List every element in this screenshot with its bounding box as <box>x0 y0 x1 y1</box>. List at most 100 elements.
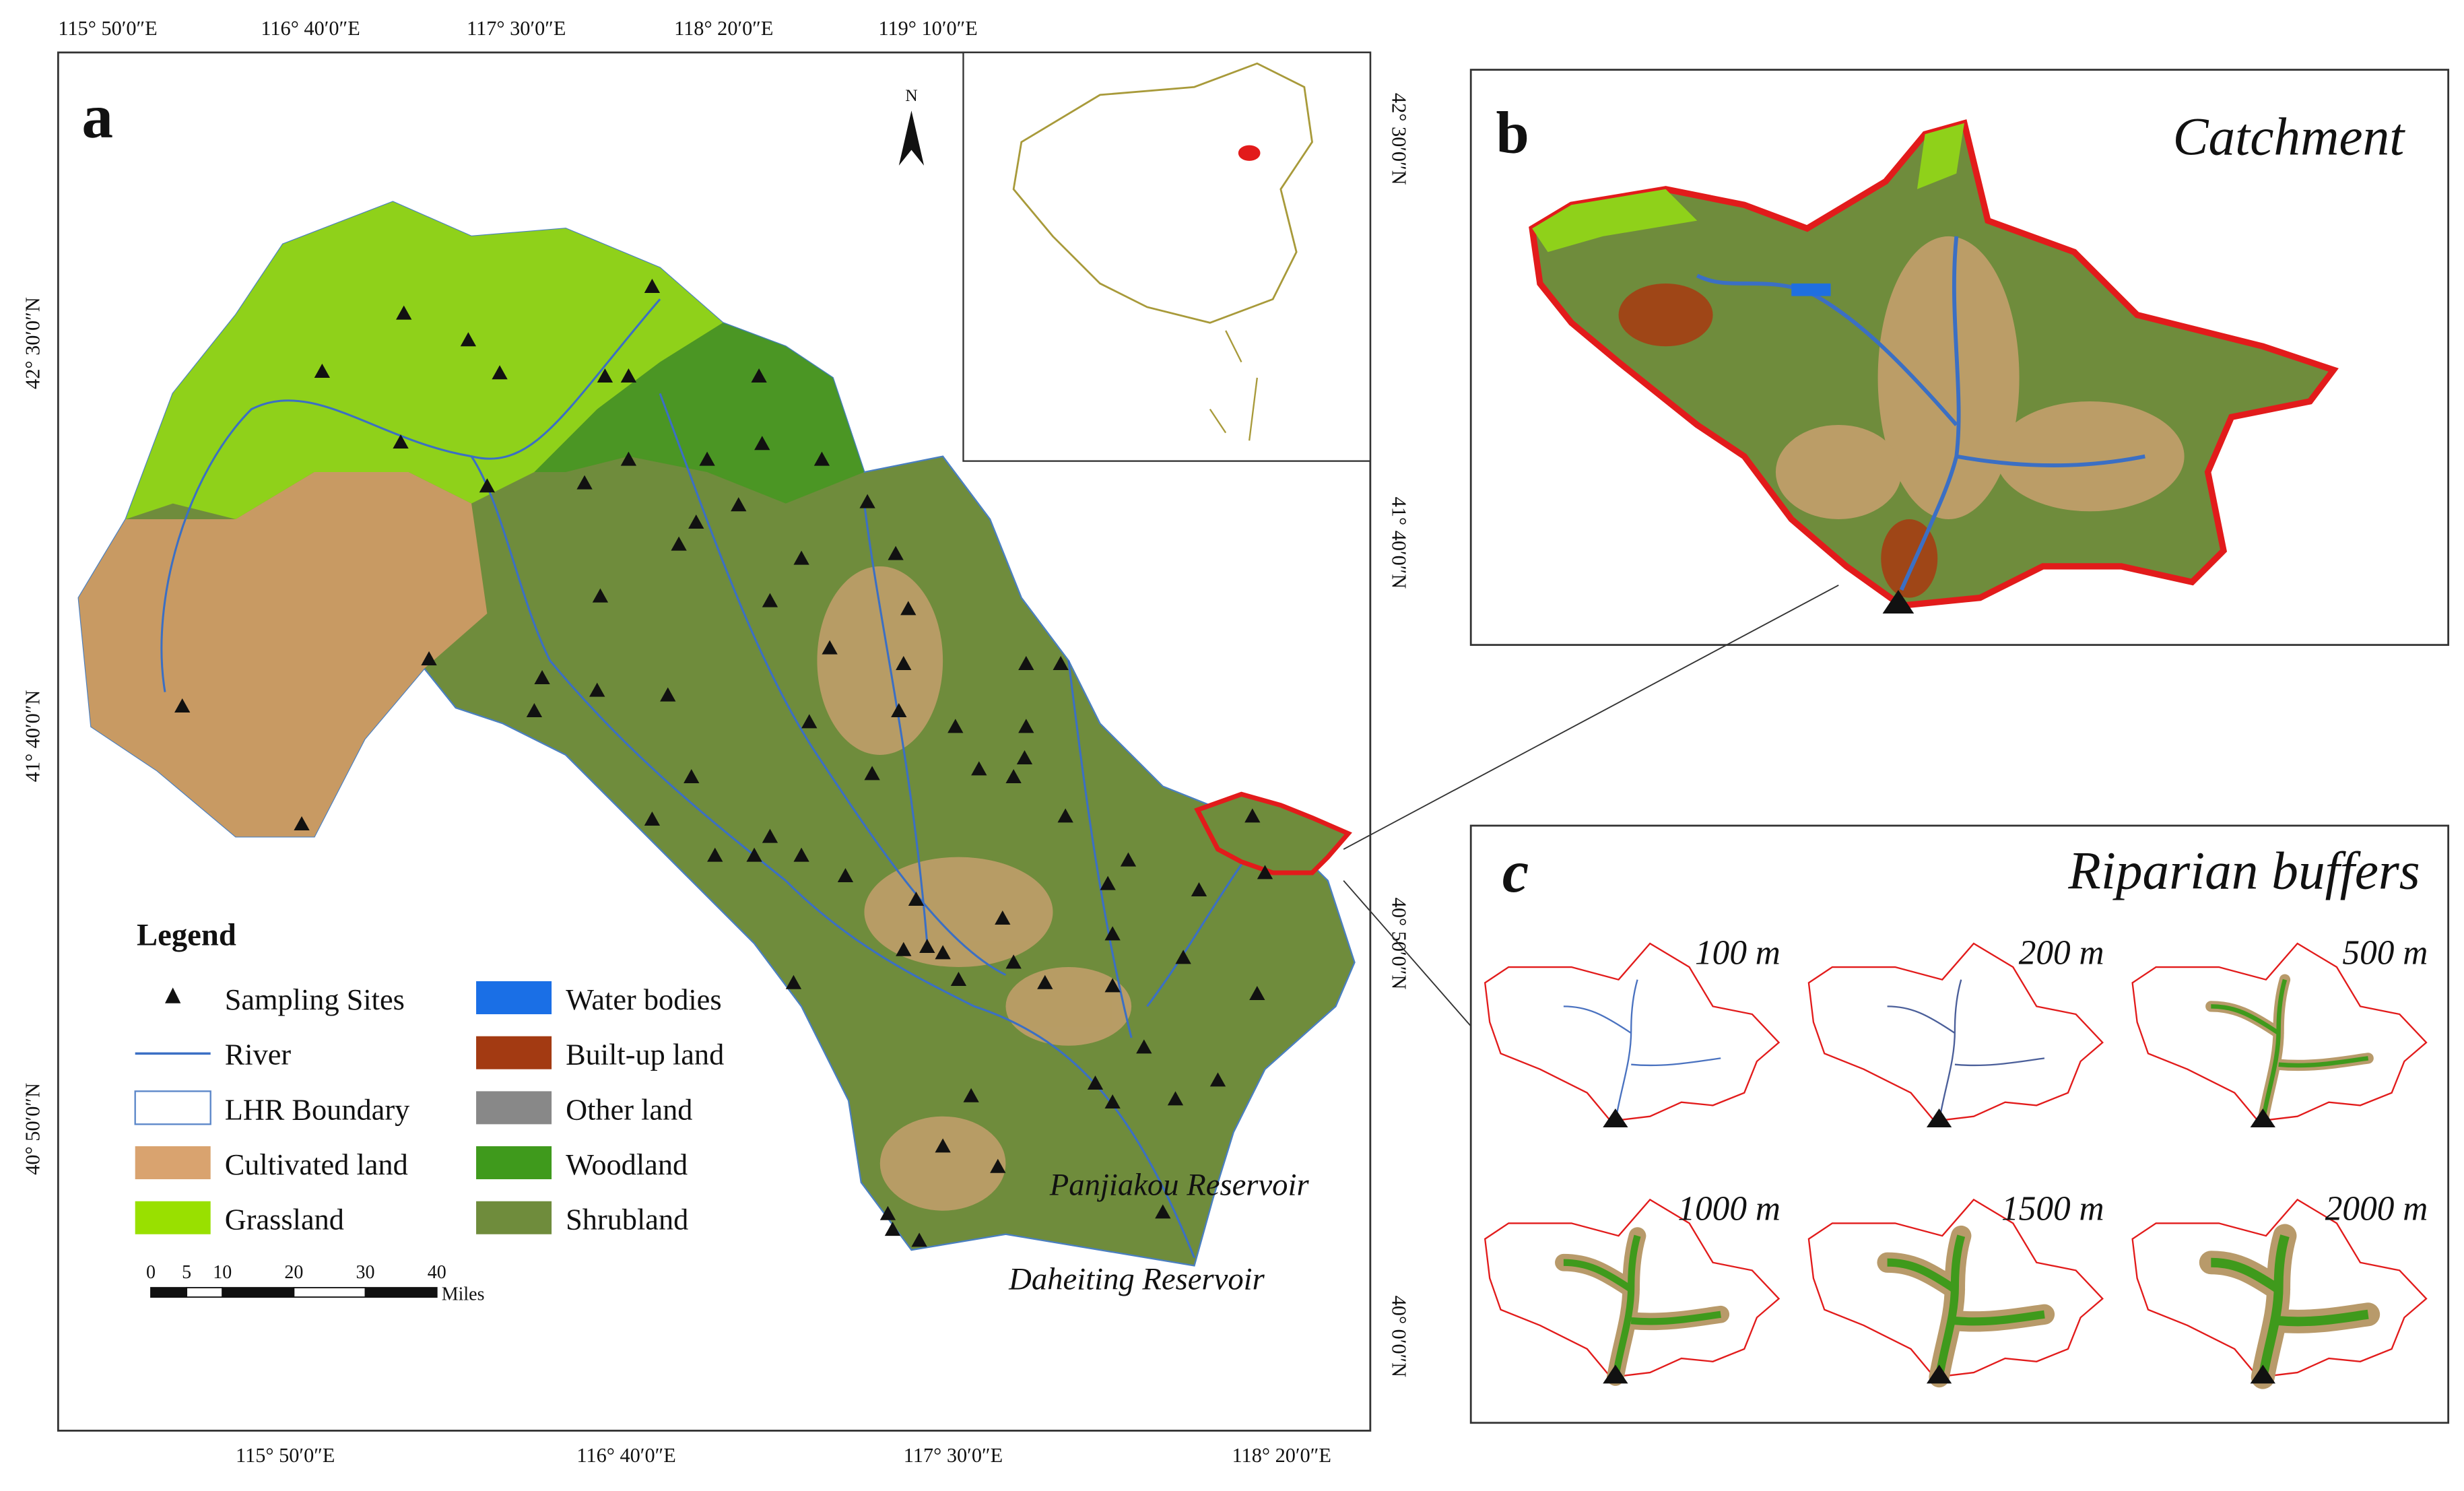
buffer-river <box>1563 979 1721 1121</box>
sampling-site <box>762 828 778 843</box>
outlet-site <box>1926 1108 1952 1128</box>
scale-segment <box>186 1287 224 1298</box>
sampling-site <box>793 550 809 565</box>
buffer-map: 1500 m <box>1807 1190 2104 1388</box>
buffer-map: 100 m <box>1484 933 1780 1128</box>
buffer-label: 200 m <box>2019 933 2104 972</box>
north-arrow <box>898 110 925 166</box>
coord-label: 42° 30′0″N <box>21 297 44 389</box>
coord-label: 40° 0′0″N <box>1388 1296 1411 1378</box>
sampling-site <box>935 1138 951 1153</box>
catchment-outline <box>1807 1198 2104 1379</box>
sampling-site <box>620 451 637 466</box>
sampling-site <box>762 593 778 607</box>
catchment-outline <box>1484 942 1780 1122</box>
sampling-site <box>731 497 747 512</box>
sampling-site <box>620 368 637 383</box>
scale-tick: 0 <box>146 1262 156 1283</box>
buffer-map: 500 m <box>2131 933 2428 1128</box>
legend-label: Grassland <box>225 1203 344 1236</box>
cultivated-patches <box>1775 236 2185 519</box>
sampling-site <box>746 847 762 862</box>
outlet-site <box>1603 1364 1628 1384</box>
sampling-site <box>754 436 770 451</box>
sampling-site <box>919 939 935 954</box>
sampling-site <box>671 536 687 551</box>
sampling-site <box>1104 978 1121 993</box>
buffer-river <box>1887 979 2045 1121</box>
china-outline <box>1012 62 1313 324</box>
coord-label: 42° 30′0″N <box>1388 93 1411 185</box>
coord-label: 116° 40′0″E <box>261 17 360 40</box>
buffer-river <box>1563 1234 1721 1378</box>
scale-tick: 40 <box>428 1262 446 1283</box>
sampling-site <box>592 588 609 603</box>
sampling-site <box>1005 954 1022 969</box>
panel-title: Catchment <box>2173 108 2406 167</box>
coord-label: 41° 40′0″N <box>1388 497 1411 589</box>
panel-label: c <box>1502 839 1529 905</box>
sampling-site <box>1209 1072 1226 1087</box>
grassland-patch <box>1532 189 1698 253</box>
sampling-site <box>1053 655 1069 670</box>
coord-label: 119° 10′0″E <box>878 17 977 40</box>
sampling-site <box>1104 926 1121 941</box>
legend-swatch <box>476 1201 552 1234</box>
sampling-site <box>908 892 925 906</box>
legend-swatch <box>135 1146 211 1180</box>
sampling-site <box>174 698 191 713</box>
scale-segment <box>364 1287 438 1298</box>
sampling-site <box>837 868 854 883</box>
sampling-site <box>963 1088 979 1102</box>
legend-title: Legend <box>137 917 236 952</box>
outlet-site <box>1926 1364 1952 1384</box>
sampling-site <box>1018 719 1034 733</box>
catchment-outline <box>2131 942 2428 1122</box>
sampling-site <box>888 545 904 560</box>
buffer-map: 1000 m <box>1484 1190 1780 1386</box>
sampling-site <box>396 305 412 320</box>
outlet-site <box>2250 1364 2275 1384</box>
sampling-site <box>492 365 508 380</box>
panel-label: a <box>81 82 113 152</box>
legend-swatch <box>135 1201 211 1234</box>
sampling-site <box>644 278 661 293</box>
sampling-site <box>900 601 917 616</box>
sampling-site <box>534 669 550 684</box>
legend-label: LHR Boundary <box>225 1092 410 1126</box>
sampling-site <box>822 640 838 655</box>
sampling-site <box>294 816 310 831</box>
sampling-site <box>460 332 477 347</box>
coord-label: 117° 30′0″E <box>467 17 566 40</box>
sampling-site <box>1175 950 1191 964</box>
china-islands <box>1209 330 1258 441</box>
catchment-outline <box>2131 1198 2428 1379</box>
scale-segment <box>150 1287 188 1298</box>
scale-segment <box>222 1287 295 1298</box>
scale-unit: Miles <box>442 1284 485 1305</box>
sampling-site <box>1249 986 1265 1001</box>
coord-label: 116° 40′0″E <box>576 1444 675 1467</box>
buffer-map: 200 m <box>1807 933 2104 1128</box>
sampling-site <box>1037 974 1053 989</box>
outlet-site <box>1882 589 1914 614</box>
sampling-site <box>1018 655 1034 670</box>
legend-swatch <box>476 1091 552 1125</box>
legend-label: Water bodies <box>566 983 722 1016</box>
sampling-site <box>971 761 987 776</box>
sampling-site <box>995 910 1011 925</box>
buffer-label: 1000 m <box>1677 1190 1780 1228</box>
sampling-site <box>1104 1094 1121 1109</box>
buffer-label: 2000 m <box>2325 1190 2428 1228</box>
sampling-site <box>688 514 704 529</box>
sampling-site <box>707 847 723 862</box>
study-area-marker <box>1238 145 1261 161</box>
scale-tick: 20 <box>284 1262 303 1283</box>
legend-label: Built-up land <box>566 1038 724 1071</box>
sampling-site <box>859 494 875 508</box>
woodland-region <box>534 323 865 504</box>
sampling-site <box>1257 865 1273 880</box>
scale-tick: 10 <box>213 1262 232 1283</box>
sampling-site <box>589 682 605 697</box>
